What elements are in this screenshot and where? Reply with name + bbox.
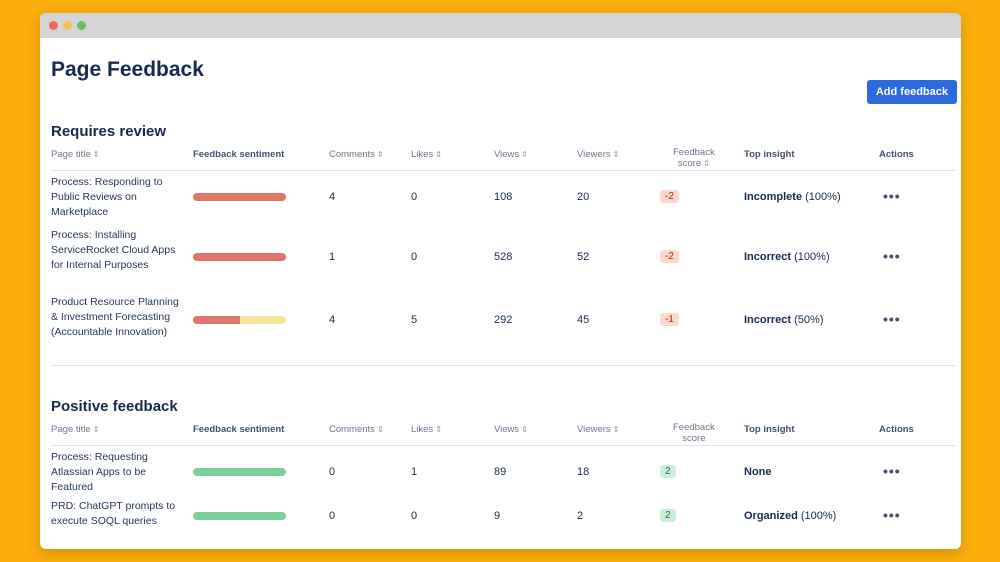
table-row[interactable]: Process: Requesting Atlassian Apps to be… [51, 446, 956, 498]
column-sentiment: Feedback sentiment [193, 149, 285, 160]
column-actions: Actions [879, 424, 914, 435]
sentiment-negative-fill [193, 193, 286, 201]
sentiment-bar [193, 253, 286, 261]
table-row[interactable]: PRD: ChatGPT prompts to execute SOQL que… [51, 498, 956, 538]
views-cell: 292 [494, 314, 513, 326]
sort-icon: ⇕ [703, 159, 710, 168]
column-viewers[interactable]: Viewers ⇕ [577, 424, 620, 435]
table-header: Page title ⇕ Feedback sentiment Comments ⇕… [51, 420, 956, 446]
sort-icon: ⇕ [92, 425, 100, 434]
column-comments[interactable]: Comments ⇕ [329, 149, 384, 160]
sort-icon: ⇕ [521, 150, 528, 159]
column-views[interactable]: Views ⇕ [494, 149, 528, 160]
sort-icon: ⇕ [435, 425, 442, 434]
more-actions-icon[interactable]: ••• [883, 463, 901, 479]
comments-cell: 1 [329, 251, 336, 263]
sentiment-negative-fill [193, 253, 286, 261]
score-badge: 2 [660, 509, 676, 522]
sort-icon: ⇕ [612, 425, 620, 434]
viewers-cell: 45 [577, 314, 590, 326]
column-viewers[interactable]: Viewers ⇕ [577, 149, 620, 160]
close-window-icon[interactable] [49, 21, 58, 30]
column-actions: Actions [879, 149, 914, 160]
viewers-cell: 2 [577, 510, 584, 522]
sort-icon: ⇕ [435, 150, 442, 159]
column-sentiment: Feedback sentiment [193, 424, 285, 435]
more-actions-icon[interactable]: ••• [883, 507, 901, 523]
top-insight-cell: Incorrect (100%) [744, 251, 830, 263]
sentiment-positive-fill [193, 468, 286, 476]
top-insight-cell: Organized (100%) [744, 510, 837, 522]
column-feedback-score[interactable]: Feedback score [673, 422, 715, 444]
column-likes[interactable]: Likes ⇕ [411, 424, 442, 435]
likes-cell: 1 [411, 466, 418, 478]
likes-cell: 5 [411, 314, 418, 326]
sentiment-bar [193, 468, 286, 476]
requires-review-section: Requires review Page title ⇕ Feedback sen… [51, 123, 956, 359]
column-page-title[interactable]: Page title ⇕ [51, 424, 100, 435]
sort-icon: ⇕ [376, 150, 384, 159]
window-titlebar [40, 13, 961, 38]
comments-cell: 4 [329, 191, 336, 203]
sort-icon: ⇕ [521, 425, 528, 434]
score-badge: -1 [660, 313, 679, 326]
app-window: Page Feedback Add feedback Requires revi… [40, 13, 961, 549]
section-title: Positive feedback [51, 398, 178, 415]
section-divider [51, 365, 956, 366]
sentiment-negative-fill [193, 316, 240, 324]
page-title-cell[interactable]: Process: Installing ServiceRocket Cloud … [51, 229, 176, 271]
page-title-cell[interactable]: Process: Requesting Atlassian Apps to be… [51, 451, 148, 493]
table-header: Page title ⇕ Feedback sentiment Comments ⇕… [51, 145, 956, 171]
page-title: Page Feedback [51, 58, 204, 81]
sort-icon: ⇕ [376, 425, 384, 434]
maximize-window-icon[interactable] [77, 21, 86, 30]
column-feedback-score[interactable]: Feedback score ⇕ [673, 147, 715, 169]
column-views[interactable]: Views ⇕ [494, 424, 528, 435]
table-row[interactable]: Process: Responding to Public Reviews on… [51, 171, 956, 226]
column-likes[interactable]: Likes ⇕ [411, 149, 442, 160]
viewers-cell: 18 [577, 466, 590, 478]
top-insight-cell: Incorrect (50%) [744, 314, 824, 326]
comments-cell: 0 [329, 510, 336, 522]
comments-cell: 4 [329, 314, 336, 326]
more-actions-icon[interactable]: ••• [883, 311, 901, 327]
page-title-cell[interactable]: Process: Responding to Public Reviews on… [51, 176, 163, 218]
more-actions-icon[interactable]: ••• [883, 188, 901, 204]
minimize-window-icon[interactable] [63, 21, 72, 30]
sort-icon: ⇕ [92, 150, 100, 159]
comments-cell: 0 [329, 466, 336, 478]
positive-feedback-section: Positive feedback Page title ⇕ Feedback s… [51, 398, 956, 538]
column-top-insight[interactable]: Top insight [744, 424, 795, 435]
table-row[interactable]: Process: Installing ServiceRocket Cloud … [51, 226, 956, 291]
add-feedback-button[interactable]: Add feedback [866, 80, 957, 104]
score-badge: 2 [660, 465, 676, 478]
sentiment-bar [193, 316, 286, 324]
views-cell: 9 [494, 510, 501, 522]
sentiment-positive-fill [193, 512, 286, 520]
page-title-cell[interactable]: PRD: ChatGPT prompts to execute SOQL que… [51, 500, 176, 527]
column-page-title[interactable]: Page title ⇕ [51, 149, 100, 160]
likes-cell: 0 [411, 191, 418, 203]
page-title-cell[interactable]: Product Resource Planning & Investment F… [51, 296, 179, 338]
sort-icon: ⇕ [612, 150, 620, 159]
top-insight-cell: Incomplete (100%) [744, 191, 841, 203]
more-actions-icon[interactable]: ••• [883, 248, 901, 264]
score-badge: -2 [660, 250, 679, 263]
sentiment-bar [193, 193, 286, 201]
likes-cell: 0 [411, 251, 418, 263]
likes-cell: 0 [411, 510, 418, 522]
views-cell: 108 [494, 191, 513, 203]
column-top-insight: Top insight [744, 149, 795, 160]
section-title: Requires review [51, 123, 167, 140]
score-badge: -2 [660, 190, 679, 203]
viewers-cell: 52 [577, 251, 590, 263]
viewers-cell: 20 [577, 191, 590, 203]
views-cell: 528 [494, 251, 513, 263]
column-comments[interactable]: Comments ⇕ [329, 424, 384, 435]
top-insight-cell: None [744, 466, 772, 478]
table-row[interactable]: Product Resource Planning & Investment F… [51, 291, 956, 359]
sentiment-bar [193, 512, 286, 520]
views-cell: 89 [494, 466, 507, 478]
